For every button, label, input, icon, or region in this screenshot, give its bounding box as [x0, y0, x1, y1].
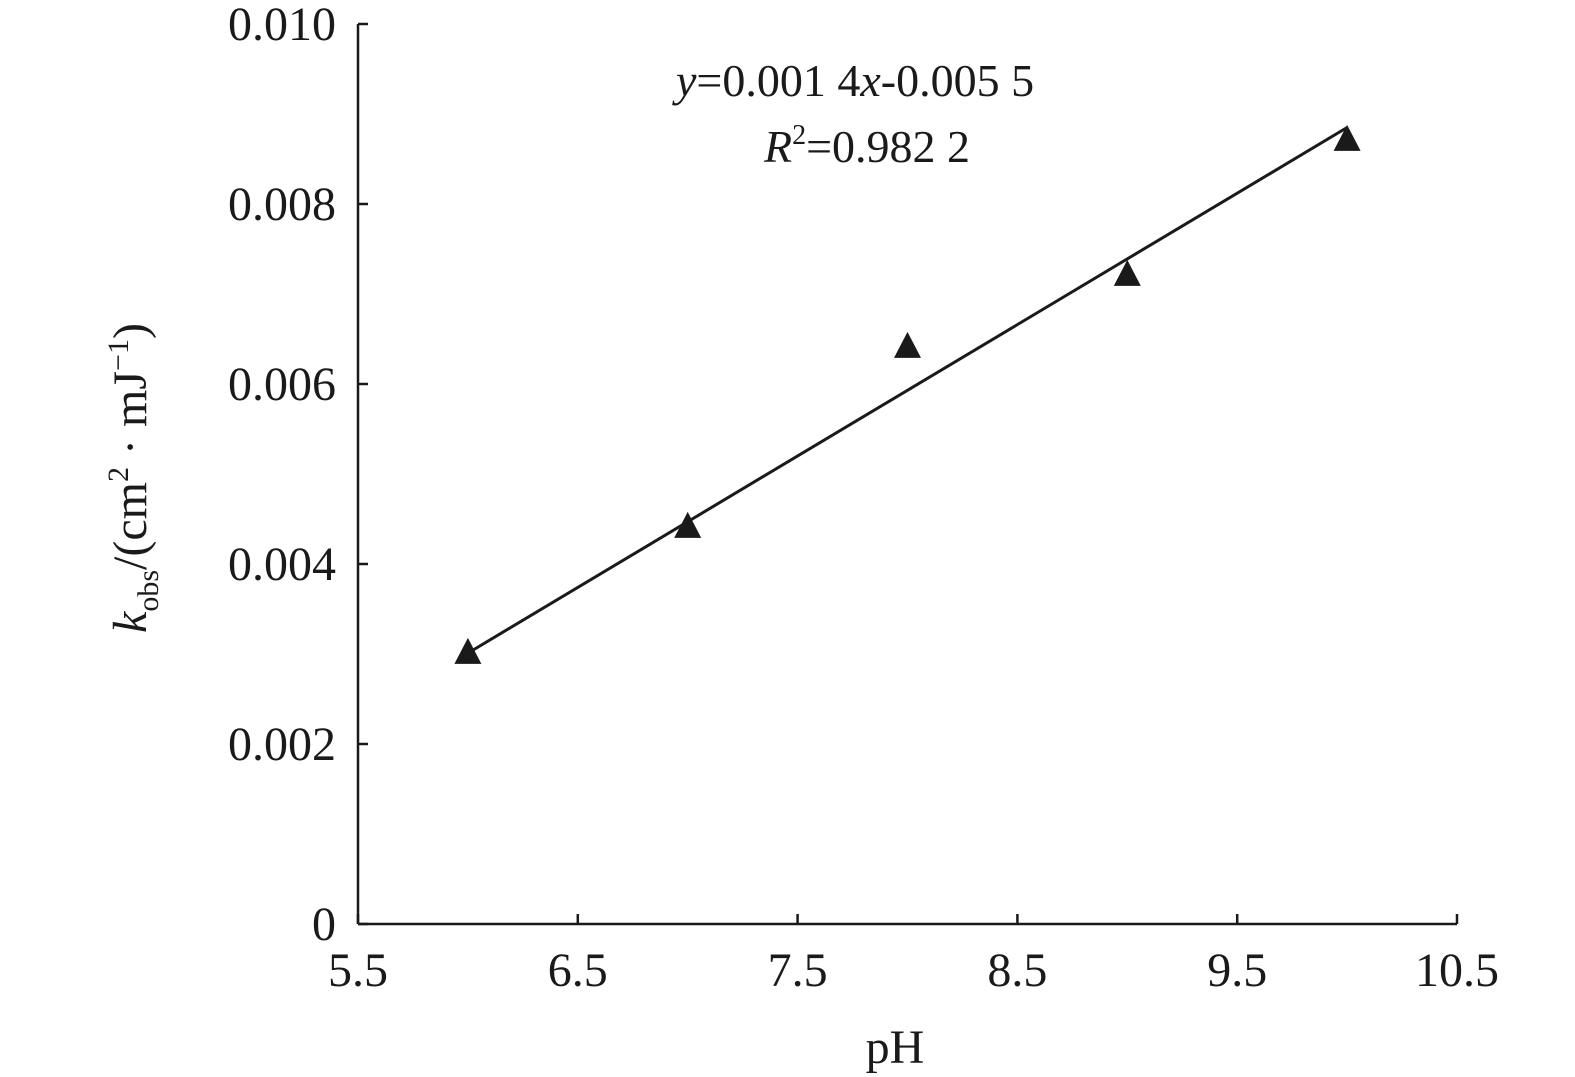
data-point: [454, 637, 482, 664]
equation-y-var: y: [672, 55, 697, 106]
equation-part2: -0.005 5: [881, 55, 1034, 106]
equation-x-var: x: [859, 55, 881, 106]
x-axis-title: pH: [866, 1021, 925, 1074]
y-axis-title-unit-mid: · mJ: [104, 371, 157, 467]
y-tick-label: 0.010: [228, 0, 336, 51]
equation-part1: =0.001 4: [696, 55, 860, 106]
r-squared-var: R: [763, 121, 792, 172]
r-squared-value: =0.982 2: [806, 121, 970, 172]
y-axis-title-unit-prefix: /(cm: [104, 482, 157, 570]
x-axis-ticks: 5.5 6.5 7.5 8.5 9.5 10.5: [328, 914, 1499, 997]
x-tick-label: 8.5: [987, 944, 1047, 997]
y-axis-title-symbol: k: [104, 610, 157, 633]
y-tick-label: 0: [312, 898, 336, 951]
y-axis-title-sup2: −1: [102, 339, 135, 371]
data-point: [674, 511, 702, 538]
r-squared-sup: 2: [792, 120, 806, 151]
x-tick-label: 6.5: [548, 944, 608, 997]
data-point: [894, 331, 921, 358]
data-markers: [454, 124, 1361, 664]
r-squared-annotation: R2=0.982 2: [763, 120, 970, 172]
y-tick-label: 0.008: [228, 178, 336, 231]
trendline: [467, 126, 1348, 655]
x-tick-label: 5.5: [328, 944, 388, 997]
y-tick-label: 0.004: [228, 538, 336, 591]
y-axis-title: kobs/(cm2 · mJ−1): [102, 323, 165, 633]
equation-annotation: y=0.001 4x-0.005 5: [672, 55, 1034, 106]
y-axis-title-sup1: 2: [102, 467, 135, 482]
y-tick-label: 0.002: [228, 718, 336, 771]
y-tick-label: 0.006: [228, 358, 336, 411]
data-point: [1113, 259, 1141, 286]
x-tick-label: 10.5: [1415, 944, 1499, 997]
x-tick-label: 9.5: [1207, 944, 1267, 997]
y-axis-ticks: 0 0.002 0.004 0.006 0.008 0.010: [228, 0, 368, 951]
y-axis-title-subscript: obs: [132, 570, 165, 612]
data-point: [1333, 124, 1361, 151]
x-tick-label: 7.5: [768, 944, 828, 997]
y-axis-title-unit-suffix: ): [104, 323, 157, 339]
